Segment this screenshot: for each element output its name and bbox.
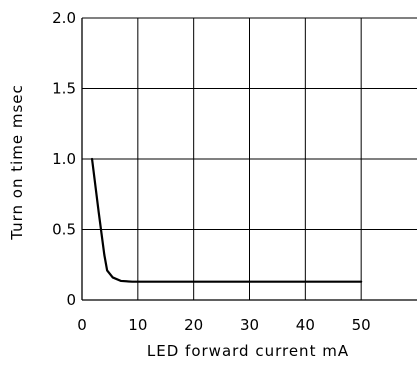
series-line-0 — [90, 157, 363, 283]
y-tick-label-2: 2.0 — [52, 9, 76, 27]
series — [90, 157, 363, 283]
y-axis-label: Turn on time msec — [8, 84, 26, 241]
y-tick-label-1: 1.0 — [52, 150, 76, 168]
y-tick-label-1-5: 1.5 — [52, 80, 76, 98]
y-tick-label-0-5: 0.5 — [52, 221, 76, 239]
x-tick-label-50: 50 — [352, 316, 371, 334]
tick-labels: 0 10 20 30 40 50 0 0.5 1.0 1.5 2.0 — [52, 9, 371, 334]
x-tick-label-30: 30 — [240, 316, 259, 334]
x-axis-label: LED forward current mA — [147, 342, 349, 360]
x-tick-label-10: 10 — [128, 316, 147, 334]
x-tick-label-20: 20 — [184, 316, 203, 334]
x-tick-label-0: 0 — [77, 316, 87, 334]
grid — [81, 17, 417, 301]
x-tick-label-40: 40 — [296, 316, 315, 334]
y-tick-label-0: 0 — [66, 291, 76, 309]
